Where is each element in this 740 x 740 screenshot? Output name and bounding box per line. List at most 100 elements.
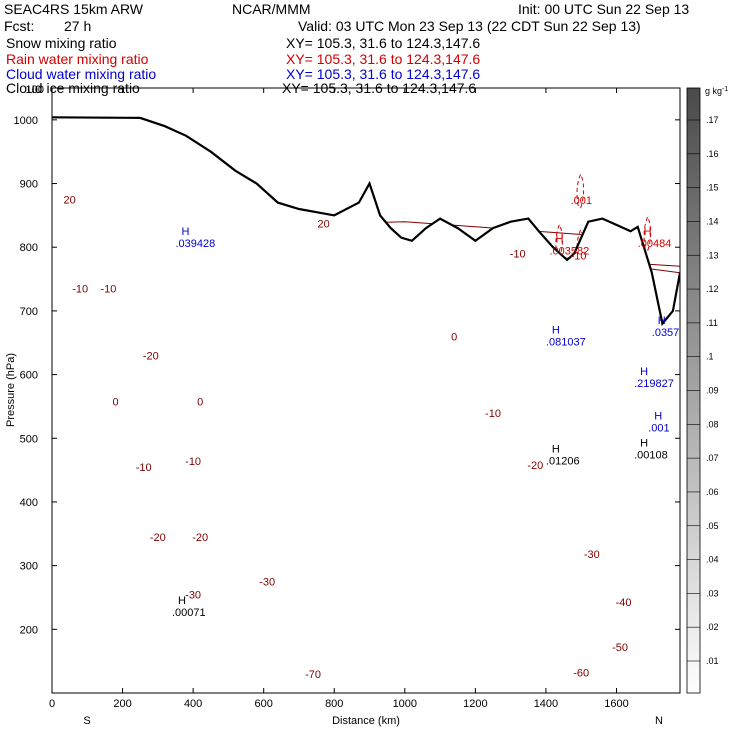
colorbar-tick-label-16: .17 <box>706 115 719 125</box>
field-name-snow: Snow mixing ratio <box>6 35 117 51</box>
cloud-water-max-value-2: .219827 <box>634 378 674 390</box>
x-tick-label-2: 400 <box>184 698 202 710</box>
rain-max-value-2: .001 <box>571 195 592 207</box>
temperature-label-0-0: -70 <box>305 669 321 681</box>
colorbar-tick-label-8: .09 <box>706 386 719 396</box>
temperature-label-6-0: -10 <box>136 462 152 474</box>
x-tick-label-1: 200 <box>113 698 131 710</box>
colorbar-tick-label-10: .11 <box>706 318 718 328</box>
terrain-line <box>52 116 680 327</box>
freezing-label-1: 0 <box>197 396 203 408</box>
temperature-label-bg-1-0 <box>571 666 592 679</box>
rain-high-marker-0: H <box>555 233 563 245</box>
cloud-ice-high-marker-2: H <box>640 437 648 449</box>
y-tick-label-8: 1000 <box>14 115 38 127</box>
colorbar-tick-label-3: .04 <box>706 555 719 565</box>
temperature-label-bg-6-0 <box>133 460 154 473</box>
temperature-label-bg-4-2 <box>581 548 602 561</box>
init-time: Init: 00 UTC Sun 22 Sep 13 <box>518 1 690 17</box>
temperature-label-4-2: -30 <box>584 549 600 561</box>
temperature-label-bg-6-2 <box>483 406 504 419</box>
rain-high-marker-1: H <box>644 226 652 238</box>
temperature-label-bg-5-0 <box>147 530 168 543</box>
temperature-label-6-2: -10 <box>485 408 501 420</box>
cloud-ice-max-value-0: .00071 <box>172 607 206 619</box>
y-top-label: 100 <box>26 84 44 96</box>
colorbar-tick-label-2: .03 <box>706 588 719 598</box>
forecast-label: Fcst: <box>4 18 35 34</box>
y-tick-label-6: 800 <box>20 242 38 254</box>
cloud-water-max-value-3: .001 <box>648 423 669 435</box>
colorbar-unit-text: g kg <box>705 86 722 96</box>
field-xy-rain: XY= 105.3, 31.6 to 124.3,147.6 <box>286 51 481 67</box>
cloud-ice-high-marker-0: H <box>178 595 186 607</box>
x-axis-title: Distance (km) <box>332 715 400 727</box>
colorbar-tick-label-13: .14 <box>706 216 719 226</box>
cloud-water-high-marker-4: H <box>658 315 666 327</box>
terrain-fill <box>52 117 680 693</box>
x-tick-label-4: 800 <box>325 698 343 710</box>
rain-contour-0 <box>555 223 563 259</box>
field-xy-cloud-water: XY= 105.3, 31.6 to 124.3,147.6 <box>286 66 481 82</box>
temperature-label-bg-5-1 <box>190 530 211 543</box>
rain-contour-2 <box>576 172 585 209</box>
temperature-label-9-0: -10 <box>510 249 526 261</box>
x-tick-label-3: 600 <box>255 698 273 710</box>
y-tick-label-5: 700 <box>20 306 38 318</box>
colorbar-tick-label-5: .06 <box>706 487 719 497</box>
temperature-label-bg-8-0 <box>70 282 91 295</box>
field-xy-snow: XY= 105.3, 31.6 to 124.3,147.6 <box>286 35 481 51</box>
temperature-label-bg-4-1 <box>257 575 278 588</box>
label-layer: -70 -60-50-40-30-30-30-20 -20-20-10 -10-10-… <box>59 193 680 681</box>
temperature-label-4-1: -30 <box>259 577 275 589</box>
cloud-ice-max-value-1: .01206 <box>546 456 580 468</box>
temperature-label-bg-7-0 <box>140 349 161 362</box>
rain-contour-1 <box>643 215 652 251</box>
cloud-ice-high-marker-1: H <box>552 444 560 456</box>
temperature-label-bg-3-0 <box>613 595 634 608</box>
colorbar-tick-label-1: .02 <box>706 622 719 632</box>
x-tick-label-8: 1600 <box>604 698 628 710</box>
y-tick-label-0: 200 <box>20 624 38 636</box>
colorbar-tick-label-15: .16 <box>706 149 719 159</box>
x-tick-label-0: 0 <box>49 698 55 710</box>
rain-max-value-0: .003582 <box>549 245 589 257</box>
temperature-label-5-1: -20 <box>192 532 208 544</box>
rain-max-value-3: -10 <box>571 251 587 263</box>
cloud-water-max-value-4: .0357 <box>652 327 680 339</box>
temperature-label-bg-11-0 <box>59 193 80 206</box>
axis-layer: 0 200 400 600 800 1000 1200 1400 160020030040050… <box>14 88 680 710</box>
y-tick-label-7: 900 <box>20 179 38 191</box>
temperature-label-10-0: 20 <box>318 219 330 231</box>
temperature-label-11-0: 20 <box>64 194 76 206</box>
rain-max-value-1: .00484 <box>638 238 672 250</box>
cloud-ice-max-value-2: .00108 <box>634 449 668 461</box>
colorbar-tick-label-14: .15 <box>706 183 719 193</box>
temperature-label-8-0: -10 <box>72 284 88 296</box>
north-label: N <box>655 715 663 727</box>
freezing-label-bg-1 <box>194 395 207 408</box>
temperature-label-5-0: -20 <box>150 532 166 544</box>
valid-time: Valid: 03 UTC Mon 23 Sep 13 (22 CDT Sun … <box>298 18 641 34</box>
temperature-label-5-2: -20 <box>527 460 543 472</box>
colorbar-unit-exponent: -1 <box>722 86 728 93</box>
cloud-water-high-marker-1: H <box>552 325 560 337</box>
temperature-label-bg-4-0 <box>183 588 204 601</box>
cloud-water-max-value-0: .039428 <box>175 238 215 250</box>
colorbar-tick-label-0: .01 <box>706 656 719 666</box>
colorbar-tick-label-4: .05 <box>706 521 719 531</box>
field-name-cloud-water: Cloud water mixing ratio <box>6 66 157 82</box>
temperature-label-bg-2-0 <box>610 641 631 654</box>
south-label: S <box>83 715 90 727</box>
freezing-label-bg-0 <box>109 395 122 408</box>
x-tick-label-5: 1000 <box>393 698 417 710</box>
colorbar-tick-label-7: .08 <box>706 419 719 429</box>
colorbar-tick-label-12: .13 <box>706 250 719 260</box>
x-tick-label-7: 1400 <box>534 698 558 710</box>
temperature-label-bg-6-1 <box>183 455 204 468</box>
freezing-label-2: 0 <box>451 331 457 343</box>
colorbar-tick-label-11: .12 <box>706 284 719 294</box>
cloud-water-max-value-1: .081037 <box>546 337 586 349</box>
temperature-label-8-1: -10 <box>100 284 116 296</box>
